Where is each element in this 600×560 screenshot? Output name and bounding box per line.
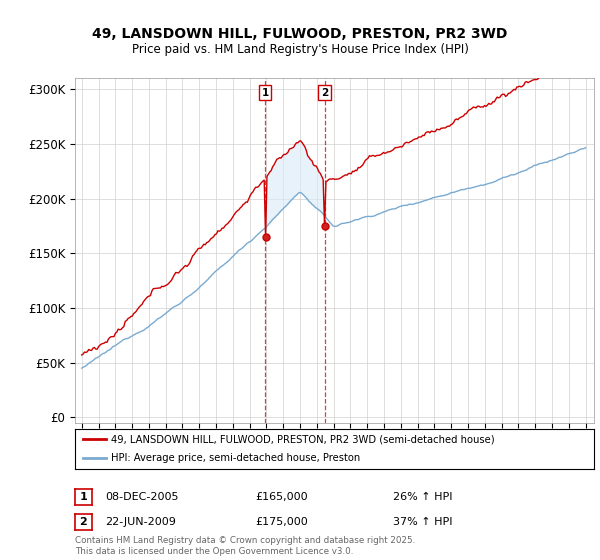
Text: 1: 1 xyxy=(80,492,87,502)
Text: 22-JUN-2009: 22-JUN-2009 xyxy=(105,517,176,527)
Text: £175,000: £175,000 xyxy=(255,517,308,527)
Text: 37% ↑ HPI: 37% ↑ HPI xyxy=(393,517,452,527)
Text: 2: 2 xyxy=(321,87,328,97)
Text: Price paid vs. HM Land Registry's House Price Index (HPI): Price paid vs. HM Land Registry's House … xyxy=(131,43,469,55)
Text: 49, LANSDOWN HILL, FULWOOD, PRESTON, PR2 3WD (semi-detached house): 49, LANSDOWN HILL, FULWOOD, PRESTON, PR2… xyxy=(112,434,495,444)
Text: 08-DEC-2005: 08-DEC-2005 xyxy=(105,492,179,502)
Text: 49, LANSDOWN HILL, FULWOOD, PRESTON, PR2 3WD: 49, LANSDOWN HILL, FULWOOD, PRESTON, PR2… xyxy=(92,27,508,41)
Text: £165,000: £165,000 xyxy=(255,492,308,502)
Text: 26% ↑ HPI: 26% ↑ HPI xyxy=(393,492,452,502)
Text: Contains HM Land Registry data © Crown copyright and database right 2025.
This d: Contains HM Land Registry data © Crown c… xyxy=(75,536,415,556)
Text: HPI: Average price, semi-detached house, Preston: HPI: Average price, semi-detached house,… xyxy=(112,453,361,463)
Text: 1: 1 xyxy=(262,87,269,97)
Text: 2: 2 xyxy=(80,517,87,527)
